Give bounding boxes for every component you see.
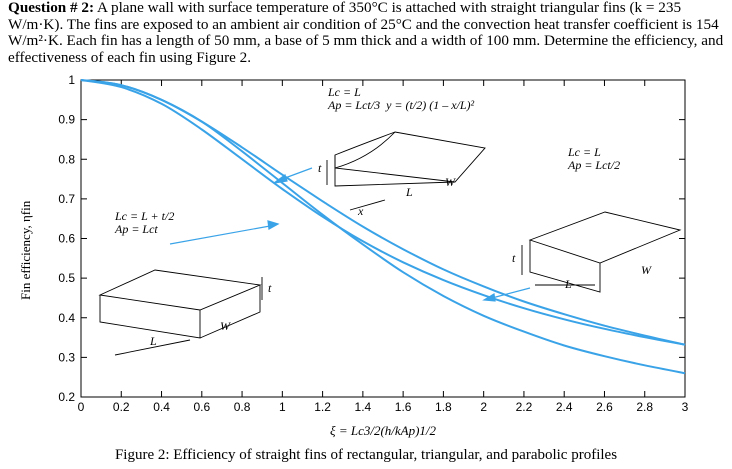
parabolic-lc: Lc = L: [568, 145, 601, 159]
x-tick-label: 0.4: [153, 400, 170, 414]
efficiency-curve-3: [80, 79, 686, 375]
x-tick-label: 3: [682, 400, 689, 414]
x-tick-label: 0.2: [113, 400, 130, 414]
y-tick-label: 0.2: [58, 390, 75, 404]
rectangular-label-w: W: [220, 319, 230, 333]
tick-labels: 0 0.2 0.4 0.6 0.8 1 1.2 1.4 1.6 1.8 2 2.2 2.4 2.6 2.8 3…: [58, 73, 688, 414]
efficiency-curves: [80, 79, 686, 375]
x-tick-label: 1.8: [435, 400, 452, 414]
triangular-label-w: W: [445, 175, 455, 189]
y-axis-label: Fin efficiency, ηfin: [18, 200, 33, 300]
chart-axes: [80, 79, 686, 398]
x-tick-label: 1: [279, 400, 286, 414]
x-tick-label: 2.2: [516, 400, 533, 414]
parabolic-fin-schematic: [521, 211, 682, 293]
y-tick-label: 0.8: [58, 152, 75, 166]
y-tick-label: 1: [68, 73, 75, 87]
parabolic-fin-annotation: Lc = L Ap = Lct/2: [568, 146, 620, 172]
x-tick-label: 2: [480, 400, 487, 414]
x-axis-label: ξ = Lc3/2(h/kAp)1/2: [330, 423, 437, 438]
question-text: Question # 2: A plane wall with surface …: [8, 0, 726, 66]
triangular-lc: Lc = L: [328, 85, 361, 99]
y-tick-label: 0.3: [58, 350, 75, 364]
x-tick-label: 2.6: [596, 400, 613, 414]
parabolic-label-l: L: [565, 277, 572, 291]
x-tick-label: 2.8: [636, 400, 653, 414]
triangular-profile: y = (t/2) (1 – x/L)²: [386, 98, 475, 112]
x-tick-label: 1.2: [314, 400, 331, 414]
x-tick-label: 1.4: [355, 400, 372, 414]
triangular-label-x: x: [358, 204, 364, 218]
triangular-label-l: L: [406, 185, 413, 199]
question-heading: Question # 2:: [8, 0, 95, 16]
triangular-label-t: t: [318, 161, 322, 175]
y-tick-label: 0.7: [58, 192, 75, 206]
rectangular-fin-schematic: [98, 269, 263, 356]
triangular-ap: Ap = Lct/3: [328, 98, 381, 112]
rectangular-fin-annotation: Lc = L + t/2 Ap = Lct: [115, 210, 174, 236]
parabolic-label-w: W: [641, 263, 651, 277]
rectangular-lc: Lc = L + t/2: [115, 209, 175, 223]
y-tick-label: 0.5: [58, 271, 75, 285]
x-tick-label: 0.8: [234, 400, 251, 414]
annotation-arrows: [169, 167, 531, 302]
x-tick-label: 2.4: [556, 400, 573, 414]
parabolic-label-t: t: [512, 251, 516, 265]
figure-caption: Figure 2: Efficiency of straight fins of…: [114, 447, 618, 463]
x-tick-label: 1.6: [395, 400, 412, 414]
parabolic-ap: Ap = Lct/2: [568, 158, 621, 172]
y-tick-label: 0.4: [58, 311, 75, 325]
rectangular-label-t: t: [268, 281, 272, 295]
rectangular-label-l: L: [150, 334, 157, 348]
triangular-ap-and-profile: Ap = Lct/3 y = (t/2) (1 – x/L)²: [328, 99, 474, 112]
x-tick-label: 0: [78, 400, 85, 414]
triangular-fin-annotation: Lc = L Ap = Lct/3 y = (t/2) (1 – x/L)²: [328, 86, 474, 112]
x-tick-label: 0.6: [193, 400, 210, 414]
y-tick-label: 0.6: [58, 232, 75, 246]
triangular-fin-schematic: [326, 131, 486, 211]
rectangular-ap: Ap = Lct: [115, 222, 158, 236]
efficiency-curve-2: [80, 79, 686, 346]
y-tick-label: 0.9: [58, 113, 75, 127]
question-body: A plane wall with surface temperature of…: [8, 0, 724, 66]
